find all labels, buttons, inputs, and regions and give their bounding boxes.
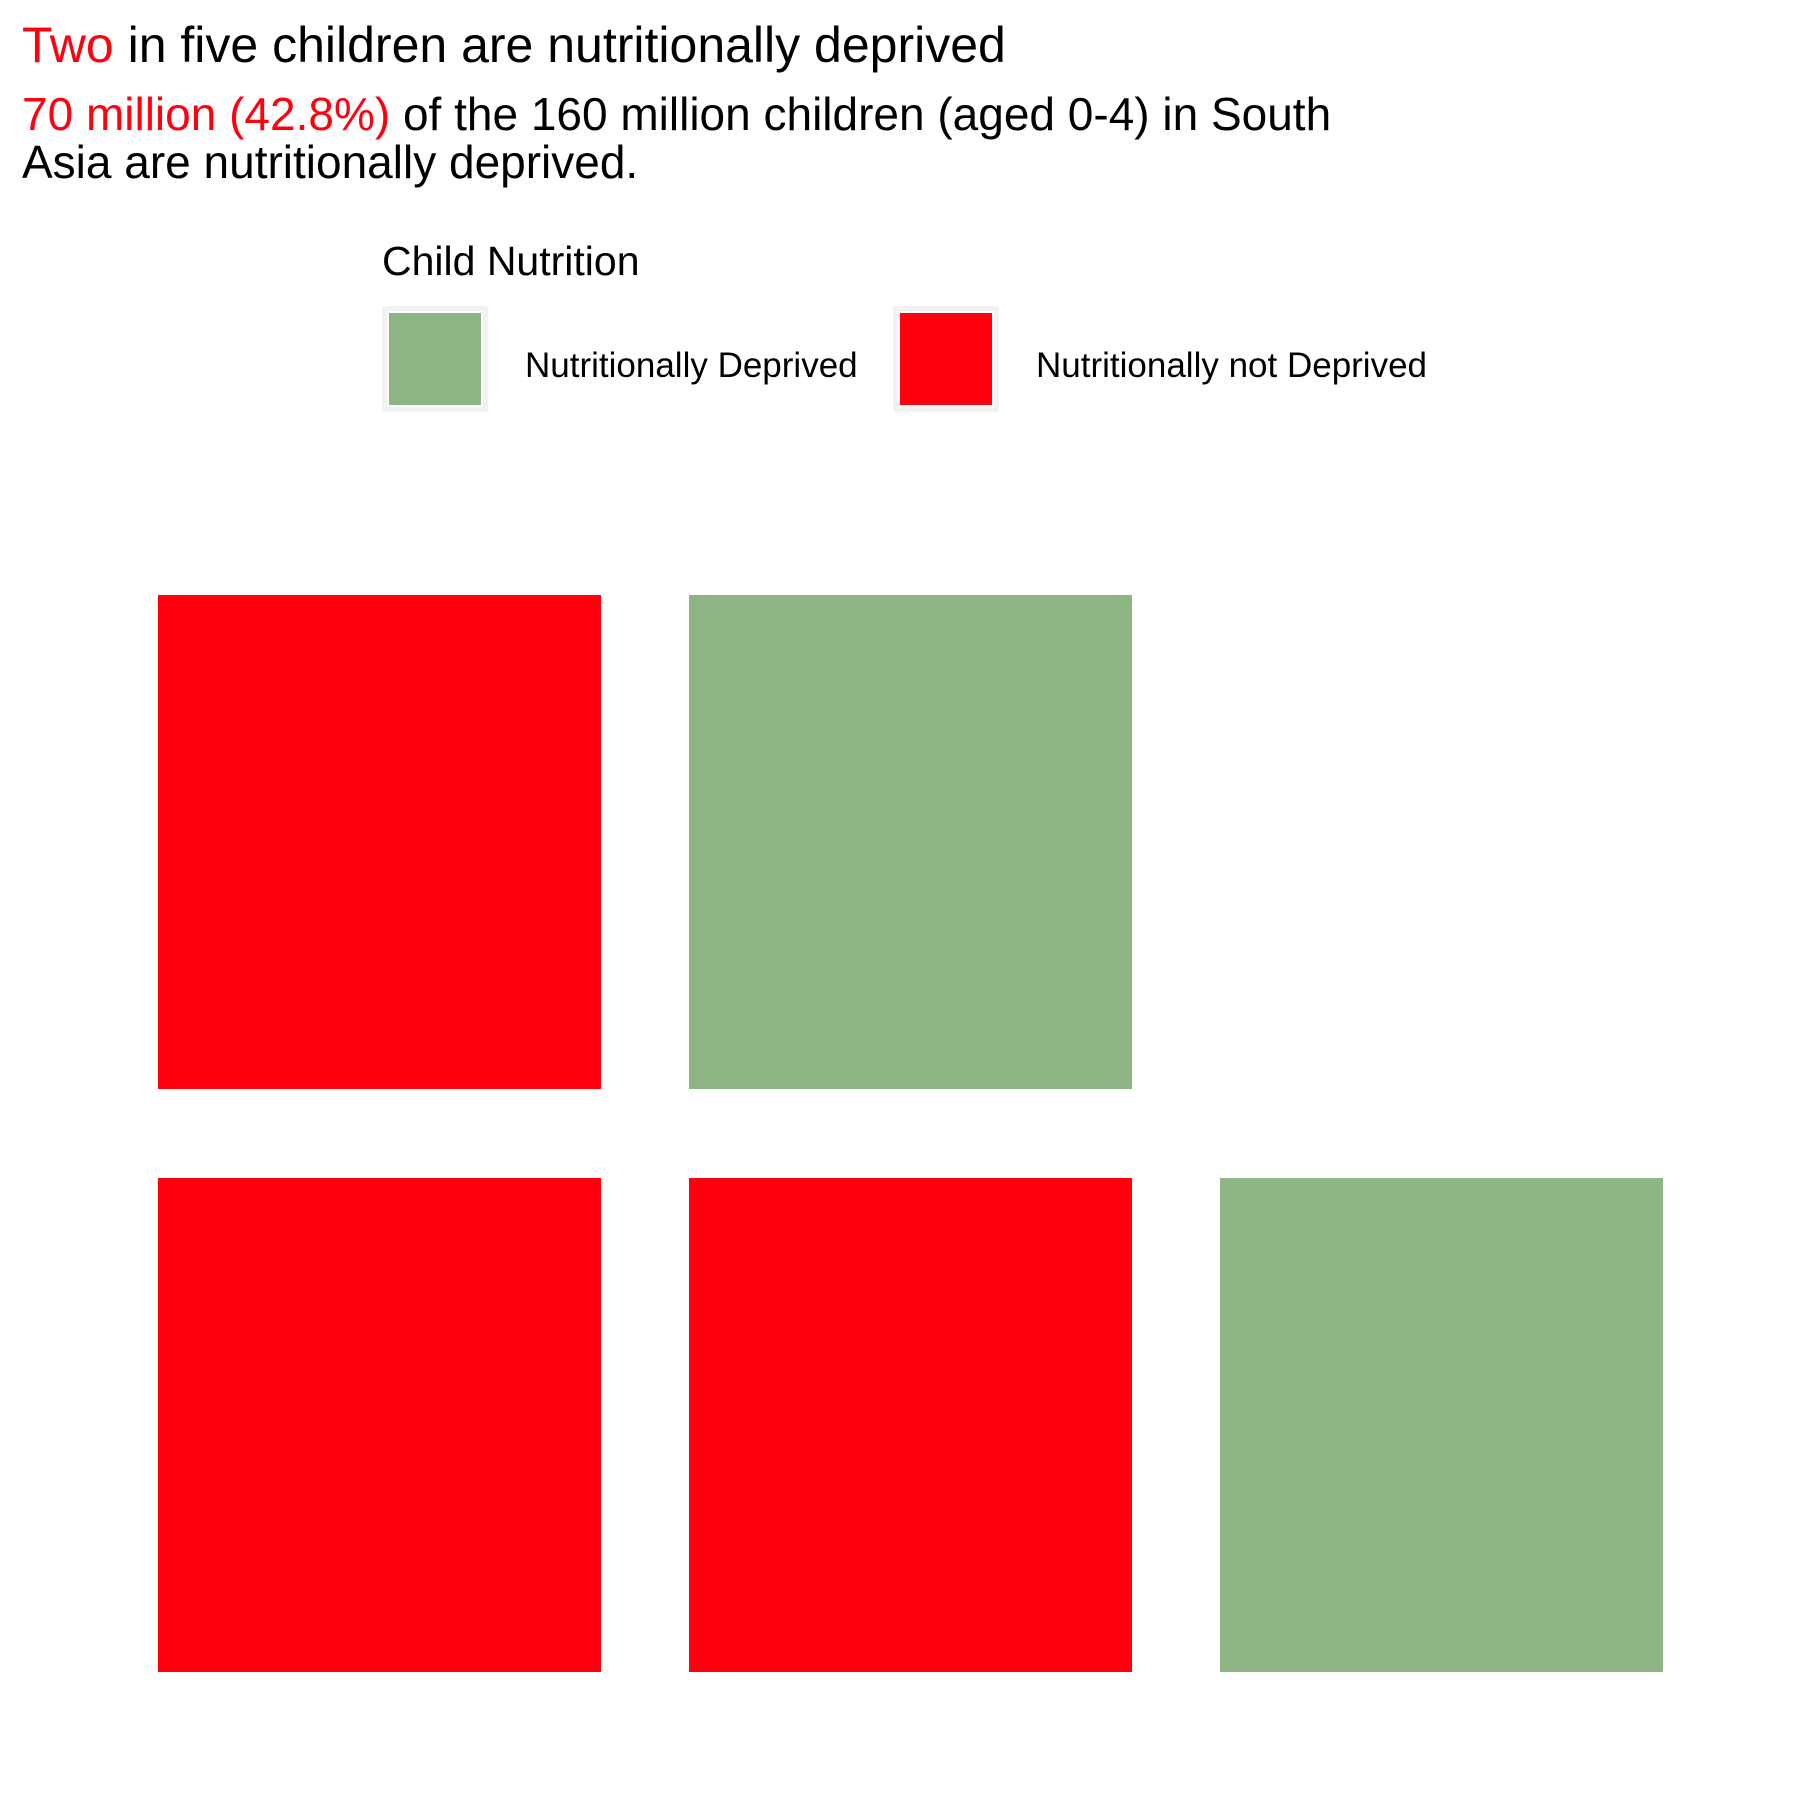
waffle-tile-nutritionally-not-deprived xyxy=(689,1178,1132,1672)
title-rest: in five children are nutritionally depri… xyxy=(113,17,1006,73)
title-accent: Two xyxy=(22,17,114,73)
legend-title: Child Nutrition xyxy=(382,238,640,284)
legend-swatch-deprived xyxy=(387,311,483,407)
waffle-tile-nutritionally-not-deprived xyxy=(158,1178,601,1672)
chart-subtitle: 70 million (42.8%) of the 160 million ch… xyxy=(22,90,1422,186)
legend-swatch-not-deprived xyxy=(898,311,994,407)
waffle-tile-nutritionally-deprived xyxy=(689,595,1132,1089)
legend-key-deprived xyxy=(382,306,488,412)
subtitle-accent: 70 million (42.8%) xyxy=(22,88,391,140)
subtitle-rest: of the 160 million children (aged 0-4) i… xyxy=(22,88,1332,188)
legend-label-not-deprived: Nutritionally not Deprived xyxy=(1036,346,1428,385)
waffle-tile-nutritionally-not-deprived xyxy=(158,595,601,1089)
legend-key-not-deprived xyxy=(893,306,999,412)
waffle-tile-nutritionally-deprived xyxy=(1220,1178,1663,1672)
chart-title: Two in five children are nutritionally d… xyxy=(22,14,1006,76)
legend-label-deprived: Nutritionally Deprived xyxy=(525,346,858,385)
